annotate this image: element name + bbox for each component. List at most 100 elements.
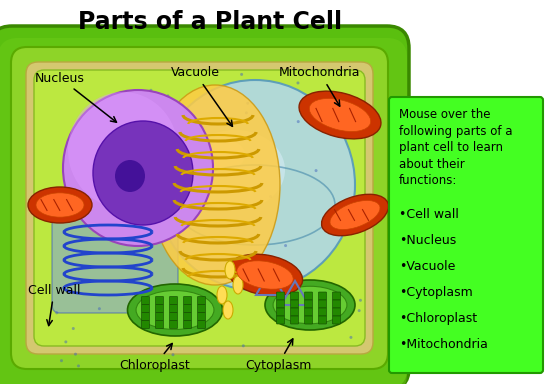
Ellipse shape [103, 107, 105, 110]
FancyBboxPatch shape [319, 300, 326, 308]
FancyBboxPatch shape [305, 308, 312, 316]
FancyBboxPatch shape [198, 321, 205, 328]
FancyBboxPatch shape [169, 313, 178, 321]
Ellipse shape [172, 353, 174, 356]
Text: •Nucleus: •Nucleus [399, 234, 457, 247]
Ellipse shape [299, 91, 381, 139]
FancyBboxPatch shape [169, 305, 178, 313]
Ellipse shape [309, 99, 371, 131]
FancyBboxPatch shape [26, 62, 373, 354]
Ellipse shape [166, 94, 169, 98]
FancyBboxPatch shape [332, 292, 341, 300]
FancyBboxPatch shape [183, 313, 192, 321]
Ellipse shape [65, 340, 67, 343]
FancyBboxPatch shape [277, 292, 284, 300]
FancyBboxPatch shape [11, 47, 388, 369]
Ellipse shape [227, 254, 302, 296]
Ellipse shape [55, 311, 59, 314]
Ellipse shape [296, 81, 299, 84]
Ellipse shape [128, 284, 222, 336]
Ellipse shape [152, 220, 155, 223]
Ellipse shape [265, 280, 355, 330]
Ellipse shape [269, 195, 272, 198]
FancyBboxPatch shape [141, 296, 150, 305]
FancyBboxPatch shape [290, 316, 299, 324]
Ellipse shape [226, 116, 229, 119]
Text: Cytoplasm: Cytoplasm [245, 339, 311, 371]
FancyBboxPatch shape [141, 313, 150, 321]
FancyBboxPatch shape [305, 292, 312, 300]
FancyBboxPatch shape [34, 70, 365, 346]
Ellipse shape [92, 212, 95, 215]
FancyBboxPatch shape [290, 300, 299, 308]
Ellipse shape [155, 80, 355, 290]
FancyBboxPatch shape [52, 217, 178, 313]
FancyBboxPatch shape [305, 316, 312, 324]
Ellipse shape [176, 142, 179, 146]
Ellipse shape [243, 278, 246, 281]
Text: Cell wall: Cell wall [28, 283, 81, 326]
Ellipse shape [189, 149, 193, 152]
Ellipse shape [237, 261, 293, 289]
Ellipse shape [246, 102, 250, 105]
FancyBboxPatch shape [0, 38, 407, 384]
Ellipse shape [111, 115, 114, 118]
Ellipse shape [185, 130, 285, 210]
Ellipse shape [81, 119, 84, 122]
Ellipse shape [284, 244, 287, 247]
Text: Nucleus: Nucleus [35, 71, 116, 122]
Ellipse shape [197, 302, 200, 305]
FancyBboxPatch shape [183, 305, 192, 313]
Ellipse shape [142, 227, 145, 230]
Ellipse shape [217, 286, 227, 304]
FancyBboxPatch shape [319, 292, 326, 300]
Ellipse shape [297, 120, 300, 123]
Text: Chloroplast: Chloroplast [120, 344, 190, 371]
Ellipse shape [98, 307, 101, 310]
FancyBboxPatch shape [183, 321, 192, 328]
Text: Vacuole: Vacuole [171, 66, 232, 126]
FancyBboxPatch shape [305, 300, 312, 308]
FancyBboxPatch shape [141, 321, 150, 328]
Ellipse shape [240, 73, 243, 76]
Ellipse shape [358, 309, 360, 312]
Ellipse shape [276, 285, 279, 288]
Text: Parts of a Plant Cell: Parts of a Plant Cell [78, 10, 342, 34]
Ellipse shape [72, 327, 75, 330]
Ellipse shape [316, 124, 319, 127]
Ellipse shape [315, 169, 317, 172]
Ellipse shape [60, 359, 63, 362]
Ellipse shape [136, 291, 214, 329]
Text: •Chloroplast: •Chloroplast [399, 312, 477, 325]
FancyBboxPatch shape [198, 296, 205, 305]
Ellipse shape [63, 90, 213, 246]
Ellipse shape [135, 264, 138, 267]
FancyBboxPatch shape [319, 308, 326, 316]
Ellipse shape [68, 159, 71, 162]
Ellipse shape [28, 187, 92, 223]
FancyBboxPatch shape [290, 308, 299, 316]
Ellipse shape [205, 140, 245, 170]
Text: •Cell wall: •Cell wall [399, 208, 459, 221]
FancyBboxPatch shape [198, 305, 205, 313]
FancyBboxPatch shape [332, 300, 341, 308]
FancyBboxPatch shape [332, 308, 341, 316]
FancyBboxPatch shape [156, 321, 163, 328]
Ellipse shape [74, 353, 77, 356]
Text: •Cytoplasm: •Cytoplasm [399, 286, 473, 299]
FancyBboxPatch shape [389, 97, 543, 373]
FancyBboxPatch shape [319, 316, 326, 324]
Ellipse shape [77, 364, 80, 367]
Text: •Vacuole: •Vacuole [399, 260, 455, 273]
FancyBboxPatch shape [156, 305, 163, 313]
Ellipse shape [146, 172, 148, 175]
Text: Mitochondria: Mitochondria [279, 66, 361, 106]
FancyBboxPatch shape [0, 26, 409, 384]
Ellipse shape [68, 92, 178, 208]
Ellipse shape [150, 221, 152, 224]
Ellipse shape [150, 85, 280, 285]
Ellipse shape [245, 111, 248, 114]
Ellipse shape [273, 286, 347, 324]
Ellipse shape [359, 299, 362, 302]
FancyBboxPatch shape [198, 313, 205, 321]
